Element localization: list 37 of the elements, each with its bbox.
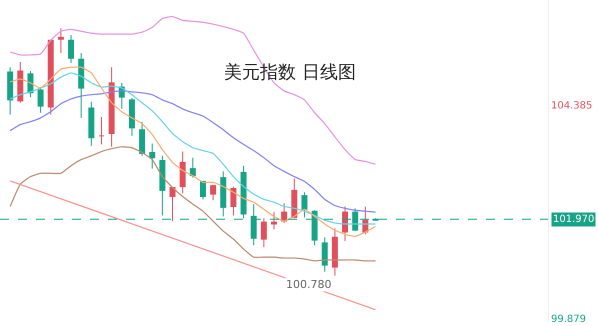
y-tick-label: 104.385 [551, 100, 592, 112]
candlestick [200, 180, 206, 200]
candlestick [291, 178, 298, 219]
line-series [10, 146, 376, 262]
candlestick [38, 86, 44, 114]
candlestick [149, 142, 156, 170]
candlestick [170, 187, 176, 222]
candlestick [17, 62, 24, 104]
y-tick-label: 99.879 [551, 314, 586, 325]
text: 美元指数 日线图 [224, 62, 356, 84]
candlestick [260, 218, 267, 248]
candlestick [332, 228, 338, 276]
annotation: 100.780 [286, 278, 332, 291]
candlestick [58, 28, 64, 54]
candlestick [271, 212, 277, 230]
candlestick [240, 165, 247, 219]
candlestick [220, 170, 226, 217]
candlestick [230, 186, 236, 216]
candlestick [88, 101, 94, 146]
candlestick [210, 185, 216, 201]
candlestick [108, 66, 115, 148]
candlestick [281, 202, 288, 224]
ref-line-label: 101.970 [553, 214, 594, 225]
line-series [10, 90, 376, 213]
candlestick [78, 52, 84, 118]
candlestick [98, 116, 104, 145]
line-series [10, 16, 376, 165]
candlestick [180, 151, 186, 194]
candlestick [301, 192, 308, 218]
candlestick [342, 206, 348, 242]
candlestick [68, 34, 74, 64]
candlestick [128, 98, 135, 136]
candlestick [322, 236, 328, 272]
candlestick [139, 121, 146, 156]
candlestick [190, 157, 196, 178]
candlestick [159, 155, 166, 216]
candlestick [7, 66, 14, 116]
